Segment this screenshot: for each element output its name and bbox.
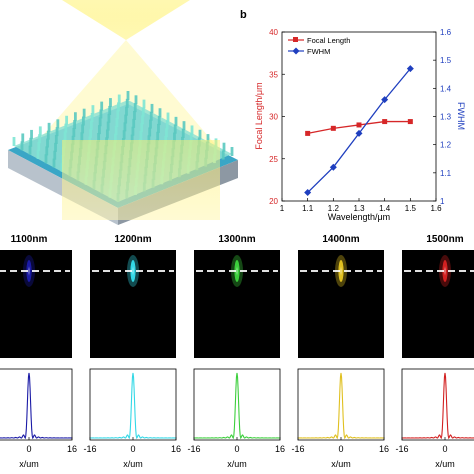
right-y-tick-label: 1 — [440, 197, 445, 206]
x-tick-label: 16 — [379, 444, 389, 454]
data-point — [407, 119, 413, 125]
field-map — [402, 250, 474, 358]
x-tick-label: 16 — [67, 444, 77, 454]
left-axis-label: Focal Length/μm — [254, 82, 264, 149]
panel-1200nm: 1200nm -16 0 16 x/um — [83, 234, 181, 469]
intensity-profile — [0, 372, 73, 440]
data-point — [355, 129, 363, 137]
profile-plot — [0, 368, 73, 441]
data-point — [330, 125, 336, 131]
x-tick-label: 0 — [338, 444, 343, 454]
x-tick-label: 1.2 — [328, 204, 340, 213]
left-y-tick-label: 35 — [269, 70, 278, 79]
intensity-profile — [89, 372, 177, 440]
x-tick-label: -16 — [187, 444, 200, 454]
x-axis-label: x/um — [331, 459, 351, 469]
x-tick-label: 1.4 — [379, 204, 391, 213]
x-tick-label: 16 — [275, 444, 285, 454]
profile-plot — [89, 368, 177, 441]
left-y-tick-label: 30 — [269, 113, 278, 122]
legend-focal-length: Focal Length — [307, 36, 350, 45]
focal-length-fwhm-chart: 1 1.1 1.2 1.3 1.4 1.5 1.6 20 25 30 35 40 1 1.1 1.2 1.3 1… — [254, 28, 466, 222]
wavelength-title: 1300nm — [218, 234, 255, 245]
panel-1400nm: 1400nm -16 0 16 x/um — [291, 234, 389, 469]
x-axis-label: Wavelength/μm — [328, 212, 390, 222]
right-y-tick-label: 1.2 — [440, 141, 452, 150]
x-axis-label: x/um — [19, 459, 39, 469]
x-tick-label: 0 — [442, 444, 447, 454]
x-axis-label: x/um — [227, 459, 247, 469]
legend: Focal Length FWHM — [288, 36, 350, 56]
field-map — [0, 250, 72, 358]
x-tick-label: 1.5 — [405, 204, 417, 213]
right-y-tick-label: 1.5 — [440, 56, 452, 65]
x-axis-label: x/um — [435, 459, 455, 469]
left-y-tick-label: 40 — [269, 28, 278, 37]
profile-plot — [401, 368, 474, 441]
right-y-tick-label: 1.4 — [440, 84, 452, 93]
x-tick-label: 1.3 — [353, 204, 365, 213]
x-tick-label: 1 — [280, 204, 285, 213]
wavelength-title: 1400nm — [322, 234, 359, 245]
wavelength-panels: 1100nm -16 0 16 x/um 1200nm -16 0 16 x/um 1300nm -1… — [0, 234, 474, 469]
x-tick-label: 0 — [234, 444, 239, 454]
intensity-profile — [193, 372, 281, 440]
data-point — [381, 96, 389, 104]
x-tick-label: -16 — [291, 444, 304, 454]
left-y-tick-label: 20 — [269, 197, 278, 206]
panel-b-label: b — [240, 9, 247, 21]
profile-plot — [297, 368, 385, 441]
x-tick-label: 0 — [26, 444, 31, 454]
right-axis-label: FWHM — [456, 102, 466, 130]
data-point — [305, 130, 311, 136]
data-point — [329, 163, 337, 171]
plot-area-frame — [281, 31, 437, 202]
x-tick-label: 16 — [171, 444, 181, 454]
x-tick-label: -16 — [395, 444, 408, 454]
wavelength-title: 1200nm — [114, 234, 151, 245]
left-y-tick-label: 25 — [269, 155, 278, 164]
x-tick-label: 1.6 — [430, 204, 442, 213]
x-tick-label: 0 — [130, 444, 135, 454]
right-y-tick-label: 1.1 — [440, 169, 452, 178]
profile-plot — [193, 368, 281, 441]
right-y-tick-label: 1.3 — [440, 113, 452, 122]
right-y-tick-label: 1.6 — [440, 28, 452, 37]
legend-fwhm: FWHM — [307, 47, 330, 56]
wavelength-title: 1500nm — [426, 234, 463, 245]
metalens-illustration — [8, 0, 238, 225]
intensity-profile — [297, 372, 385, 440]
panel-1300nm: 1300nm -16 0 16 x/um — [187, 234, 285, 469]
wavelength-title: 1100nm — [11, 234, 48, 245]
data-point — [382, 119, 388, 125]
x-tick-label: -16 — [83, 444, 96, 454]
data-point — [406, 65, 414, 73]
data-point — [356, 122, 362, 128]
x-axis-label: x/um — [123, 459, 143, 469]
data-point — [304, 189, 312, 197]
x-tick-label: 1.1 — [302, 204, 314, 213]
